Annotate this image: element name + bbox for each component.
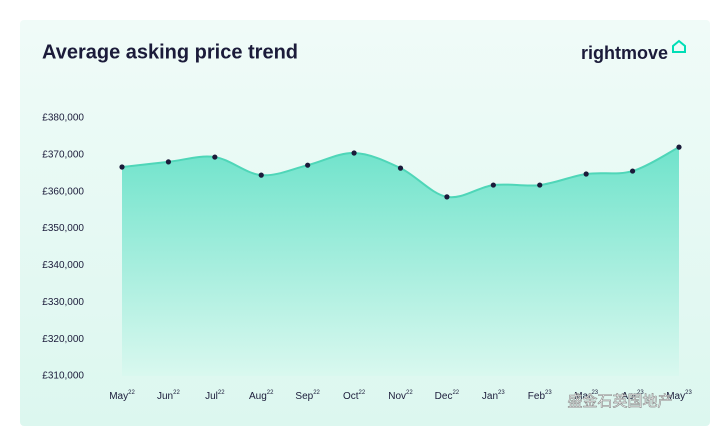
point (397, 165, 404, 171)
y-tick-label: £360,000 (42, 186, 84, 197)
x-tick-month: Apr (621, 391, 637, 402)
x-tick-year: 23 (545, 390, 552, 396)
y-tick-label: £310,000 (42, 371, 84, 382)
x-tick-month: Jun (157, 391, 173, 402)
x-tick-month: Nov (388, 391, 406, 402)
x-tick-year: 23 (498, 390, 505, 396)
x-tick-year: 22 (313, 390, 320, 396)
x-tick-year: 22 (267, 390, 274, 396)
x-tick-label: Oct22 (343, 390, 366, 402)
point (676, 144, 682, 150)
point (537, 182, 543, 188)
x-tick-label: Jun22 (157, 390, 180, 402)
x-tick-year: 22 (173, 390, 180, 396)
x-tick-year: 23 (637, 390, 644, 396)
x-tick-label: Aug22 (249, 390, 274, 402)
watermark: 盛金石英国地产 (567, 392, 672, 410)
x-tick-label: Nov22 (388, 390, 413, 402)
x-tick-label: Dec22 (435, 390, 460, 402)
point (212, 154, 218, 160)
x-tick-year: 22 (406, 390, 413, 396)
x-tick-year: 22 (359, 390, 366, 396)
x-tick-label: Jan23 (482, 390, 505, 402)
x-tick-label: Sep22 (295, 390, 320, 402)
x-tick-label: Apr23 (621, 390, 644, 402)
x-tick-month: Aug (249, 391, 267, 402)
brand-logo: rightmove (581, 43, 668, 63)
x-tick-year: 22 (128, 390, 135, 396)
x-tick-month: May (666, 391, 685, 402)
x-tick-month: May (109, 391, 128, 402)
brand-icon (672, 39, 686, 53)
point (444, 194, 450, 200)
x-tick-month: Dec (435, 391, 453, 402)
x-tick-year: 23 (685, 390, 692, 396)
x-tick-label: May22 (109, 390, 135, 402)
point (258, 172, 264, 178)
x-tick-month: Jan (482, 391, 498, 402)
point (351, 150, 357, 156)
point (305, 162, 311, 168)
point (583, 171, 589, 177)
area (122, 147, 679, 376)
y-tick-label: £370,000 (42, 149, 84, 160)
chart-title: Average asking price trend (42, 41, 298, 63)
x-tick-month: Oct (343, 391, 359, 402)
x-tick-label: Jul22 (205, 390, 225, 402)
x-tick-year: 22 (452, 390, 459, 396)
point (165, 159, 172, 165)
x-tick-month: Mar (574, 391, 592, 402)
point (490, 182, 496, 188)
y-tick-label: £330,000 (42, 297, 84, 308)
x-tick-label: Mar23 (574, 390, 599, 402)
point (629, 168, 636, 174)
x-tick-label: Feb23 (528, 390, 553, 402)
y-tick-label: £320,000 (42, 334, 84, 345)
x-tick-month: Sep (295, 391, 313, 402)
x-tick-month: Jul (205, 391, 218, 402)
x-tick-month: Feb (528, 391, 546, 402)
x-tick-label: May23 (666, 390, 692, 402)
x-tick-year: 23 (591, 390, 598, 396)
y-tick-label: £340,000 (42, 260, 84, 271)
x-tick-year: 22 (218, 390, 225, 396)
y-tick-label: £380,000 (42, 113, 84, 124)
point (119, 164, 125, 170)
y-tick-label: £350,000 (42, 223, 84, 234)
